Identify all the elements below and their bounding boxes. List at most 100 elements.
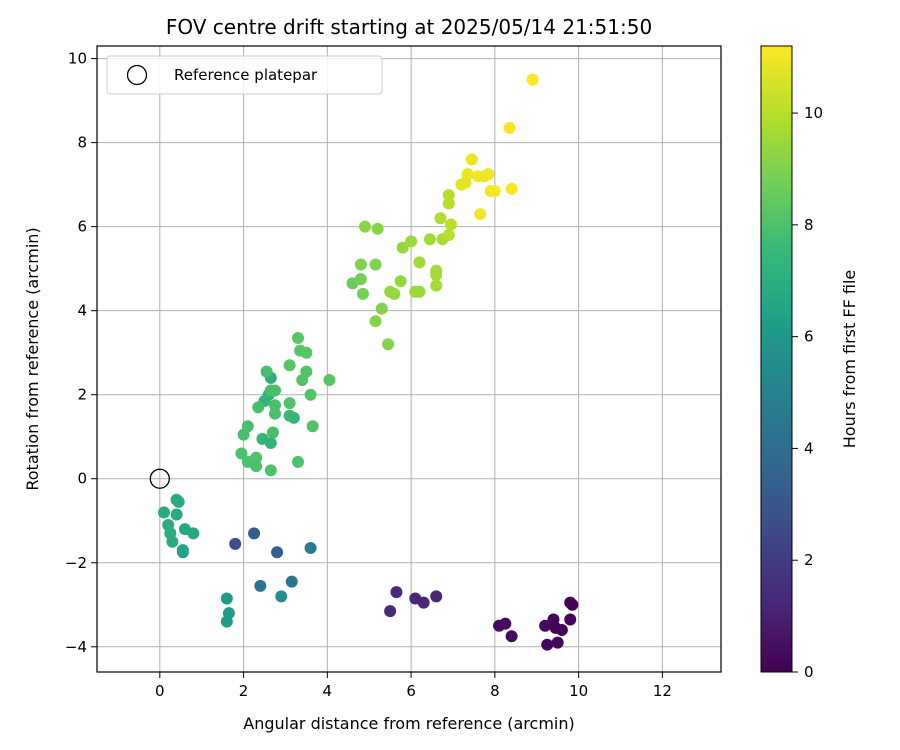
data-point	[382, 338, 395, 351]
data-point	[409, 592, 422, 605]
data-point	[285, 575, 298, 588]
data-point	[551, 636, 564, 649]
data-point	[250, 451, 263, 464]
data-point	[354, 258, 367, 271]
data-point	[371, 222, 384, 235]
colorbar-tick-label: 8	[804, 216, 814, 234]
data-point	[323, 374, 336, 387]
data-point	[430, 279, 443, 292]
data-point	[271, 546, 284, 559]
data-point	[187, 527, 200, 540]
data-point	[260, 365, 273, 378]
data-point	[549, 621, 562, 634]
y-axis-label: Rotation from reference (arcmin)	[23, 227, 42, 490]
data-point	[413, 256, 426, 269]
data-point	[442, 197, 455, 210]
data-point	[264, 464, 277, 477]
data-point	[564, 613, 577, 626]
colorbar-label: Hours from first FF file	[840, 270, 859, 449]
data-point	[300, 346, 313, 359]
colorbar-tick-label: 6	[804, 328, 814, 346]
data-point	[283, 409, 296, 422]
y-tick-label: 0	[77, 470, 87, 488]
data-point	[235, 447, 248, 460]
data-point	[413, 285, 426, 298]
data-point	[354, 273, 367, 286]
data-point	[541, 638, 554, 651]
x-tick-label: 4	[323, 682, 333, 700]
x-tick-label: 2	[239, 682, 249, 700]
data-point	[166, 535, 179, 548]
data-point	[423, 233, 436, 246]
data-point	[250, 460, 263, 473]
data-point	[252, 401, 265, 414]
data-point	[158, 506, 171, 519]
colorbar-tick-label: 10	[804, 104, 823, 122]
data-point	[268, 407, 281, 420]
y-tick-label: 2	[77, 386, 87, 404]
x-tick-label: 0	[155, 682, 165, 700]
data-point	[283, 359, 296, 372]
data-point	[369, 258, 382, 271]
data-point	[461, 168, 474, 181]
grid	[97, 46, 721, 672]
data-point	[493, 619, 506, 632]
data-point	[275, 590, 288, 603]
legend: Reference platepar	[106, 55, 383, 95]
data-point	[430, 268, 443, 281]
data-point	[465, 153, 478, 166]
data-point	[503, 121, 516, 134]
legend-marker-reference	[126, 64, 148, 86]
data-point	[488, 184, 501, 197]
data-point	[566, 598, 579, 611]
data-point	[220, 592, 233, 605]
data-point	[482, 168, 495, 181]
data-point	[356, 287, 369, 300]
data-point	[539, 619, 552, 632]
data-point	[256, 432, 269, 445]
colorbar: 0 2 4 6 8 10 Hours from first FF file	[760, 45, 859, 681]
y-tick-label: 6	[77, 218, 87, 236]
data-point	[296, 374, 309, 387]
data-point	[442, 189, 455, 202]
data-point	[474, 208, 487, 221]
data-point	[292, 455, 305, 468]
data-point	[375, 302, 388, 315]
chart-title: FOV centre drift starting at 2025/05/14 …	[166, 15, 652, 39]
data-point	[176, 546, 189, 559]
y-tick-label: 10	[68, 50, 87, 68]
legend-label-reference: Reference platepar	[174, 66, 318, 84]
data-point	[248, 527, 261, 540]
data-point	[229, 537, 242, 550]
reference-point	[149, 468, 170, 489]
y-tick-label: −2	[65, 554, 87, 572]
data-point	[170, 508, 183, 521]
data-point	[444, 218, 457, 231]
axis-ticks: 0 2 4 6 8 10 12 −4 −2 0 2 4 6 8 10	[65, 50, 672, 700]
x-tick-label: 12	[653, 682, 672, 700]
x-tick-label: 8	[490, 682, 500, 700]
y-tick-label: 8	[77, 134, 87, 152]
data-point	[388, 287, 401, 300]
data-point	[237, 428, 250, 441]
data-point	[505, 630, 518, 643]
y-tick-label: 4	[77, 302, 87, 320]
data-point	[306, 420, 319, 433]
data-point	[390, 586, 403, 599]
colorbar-ticks: 0 2 4 6 8 10	[792, 104, 823, 681]
data-point	[430, 590, 443, 603]
data-point	[396, 241, 409, 254]
data-point	[268, 384, 281, 397]
data-point	[304, 542, 317, 555]
data-points	[149, 73, 579, 651]
data-point	[254, 579, 267, 592]
colorbar-tick-label: 4	[804, 439, 814, 457]
y-tick-label: −4	[65, 638, 87, 656]
data-point	[359, 220, 372, 233]
data-point	[268, 399, 281, 412]
data-point	[394, 275, 407, 288]
data-point	[304, 388, 317, 401]
data-point	[442, 229, 455, 242]
data-point	[526, 73, 539, 86]
